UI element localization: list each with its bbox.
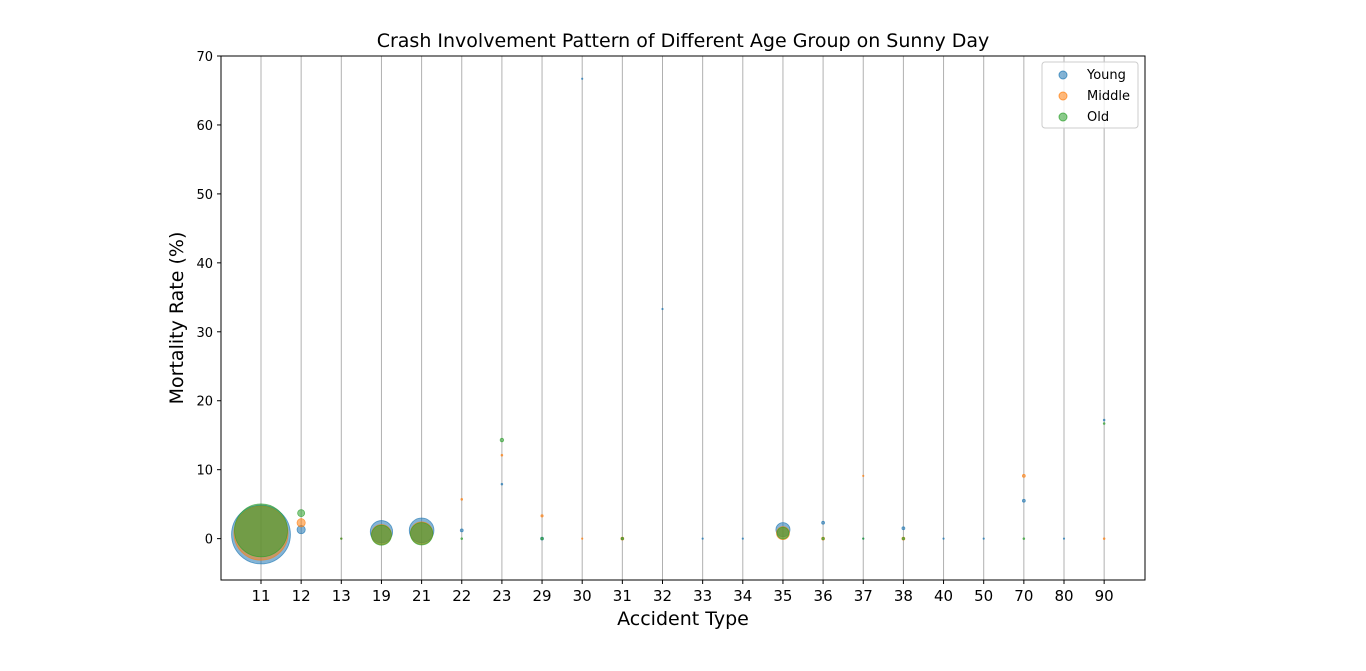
legend-label-middle: Middle: [1087, 89, 1130, 104]
x-tick-label-40: 40: [934, 587, 953, 605]
x-tick-label-90: 90: [1095, 587, 1114, 605]
x-tick-label-13: 13: [332, 587, 351, 605]
point-middle-22: [460, 498, 464, 501]
x-tick-label-50: 50: [974, 587, 993, 605]
point-old-36: [821, 537, 825, 541]
x-tick-label-21: 21: [412, 587, 431, 605]
x-axis-label: Accident Type: [617, 608, 749, 630]
legend: Young Middle Old: [1041, 61, 1139, 129]
plot-area-frame: [220, 55, 1146, 581]
y-tick-label-40: 40: [196, 257, 213, 272]
legend-marker-young: [1058, 70, 1068, 80]
point-old-38: [901, 537, 905, 541]
x-tick-label-38: 38: [894, 587, 913, 605]
point-young-33: [701, 537, 704, 540]
x-tick-label-70: 70: [1014, 587, 1033, 605]
x-tick-label-36: 36: [814, 587, 833, 605]
point-young-23: [500, 482, 504, 486]
point-middle-30: [581, 537, 584, 540]
point-middle-23: [500, 453, 504, 457]
y-axis-ticks: 0 10 20 30 40 50 60 70: [196, 50, 221, 548]
y-tick-label-10: 10: [196, 464, 213, 479]
y-tick-label-70: 70: [196, 50, 213, 65]
data-points: [231, 77, 1106, 565]
point-old-90: [1102, 422, 1106, 425]
point-middle-12: [296, 518, 306, 528]
x-tick-label-23: 23: [492, 587, 511, 605]
point-young-30: [581, 77, 584, 80]
legend-box: [1041, 61, 1139, 129]
point-middle-90: [1102, 537, 1106, 540]
x-tick-label-19: 19: [372, 587, 391, 605]
point-middle-37: [862, 474, 865, 477]
point-old-23: [499, 437, 505, 443]
x-tick-label-80: 80: [1054, 587, 1073, 605]
point-young-36: [821, 520, 825, 525]
chart-title: Crash Involvement Pattern of Different A…: [377, 30, 990, 52]
point-old-21: [410, 522, 434, 546]
point-young-90: [1102, 418, 1106, 422]
x-axis-ticks: 11 12 13 19 21 22 23 29 30 31 32 33 34 35 36 37 38 40 50 70…: [251, 580, 1114, 605]
y-axis-label: Mortality Rate (%): [166, 232, 188, 405]
x-tick-label-32: 32: [653, 587, 672, 605]
y-tick-label-50: 50: [196, 188, 213, 203]
point-old-12: [297, 509, 306, 518]
x-tick-label-37: 37: [854, 587, 873, 605]
grid-lines: [260, 56, 1105, 580]
point-old-31: [620, 537, 624, 541]
x-tick-label-11: 11: [251, 587, 270, 605]
point-old-13: [340, 537, 343, 540]
point-old-11: [234, 503, 288, 558]
x-tick-label-35: 35: [773, 587, 792, 605]
point-young-32: [661, 307, 664, 311]
x-tick-label-34: 34: [733, 587, 752, 605]
x-tick-label-22: 22: [452, 587, 471, 605]
x-tick-label-33: 33: [693, 587, 712, 605]
point-young-40: [942, 537, 945, 540]
x-tick-label-29: 29: [533, 587, 552, 605]
y-tick-label-60: 60: [196, 119, 213, 134]
legend-label-old: Old: [1087, 110, 1109, 125]
point-old-35: [776, 526, 790, 540]
x-tick-label-30: 30: [573, 587, 592, 605]
y-tick-label-30: 30: [196, 326, 213, 341]
point-middle-70: [1021, 474, 1026, 478]
point-old-29: [540, 537, 544, 541]
point-old-70: [1022, 537, 1026, 540]
point-young-50: [982, 537, 985, 540]
x-tick-label-31: 31: [613, 587, 632, 605]
point-young-38: [901, 526, 906, 531]
legend-marker-old: [1058, 112, 1068, 122]
y-tick-label-0: 0: [205, 533, 213, 548]
point-middle-29: [540, 514, 544, 518]
point-young-80: [1062, 537, 1066, 540]
point-old-19: [371, 524, 392, 546]
legend-marker-middle: [1058, 91, 1068, 101]
point-old-37: [862, 537, 865, 540]
point-young-70: [1021, 498, 1026, 503]
point-old-22: [460, 537, 464, 540]
x-tick-label-12: 12: [292, 587, 311, 605]
y-tick-label-20: 20: [196, 395, 213, 410]
point-young-22: [459, 528, 464, 533]
legend-label-young: Young: [1086, 68, 1126, 83]
point-young-34: [741, 537, 744, 540]
